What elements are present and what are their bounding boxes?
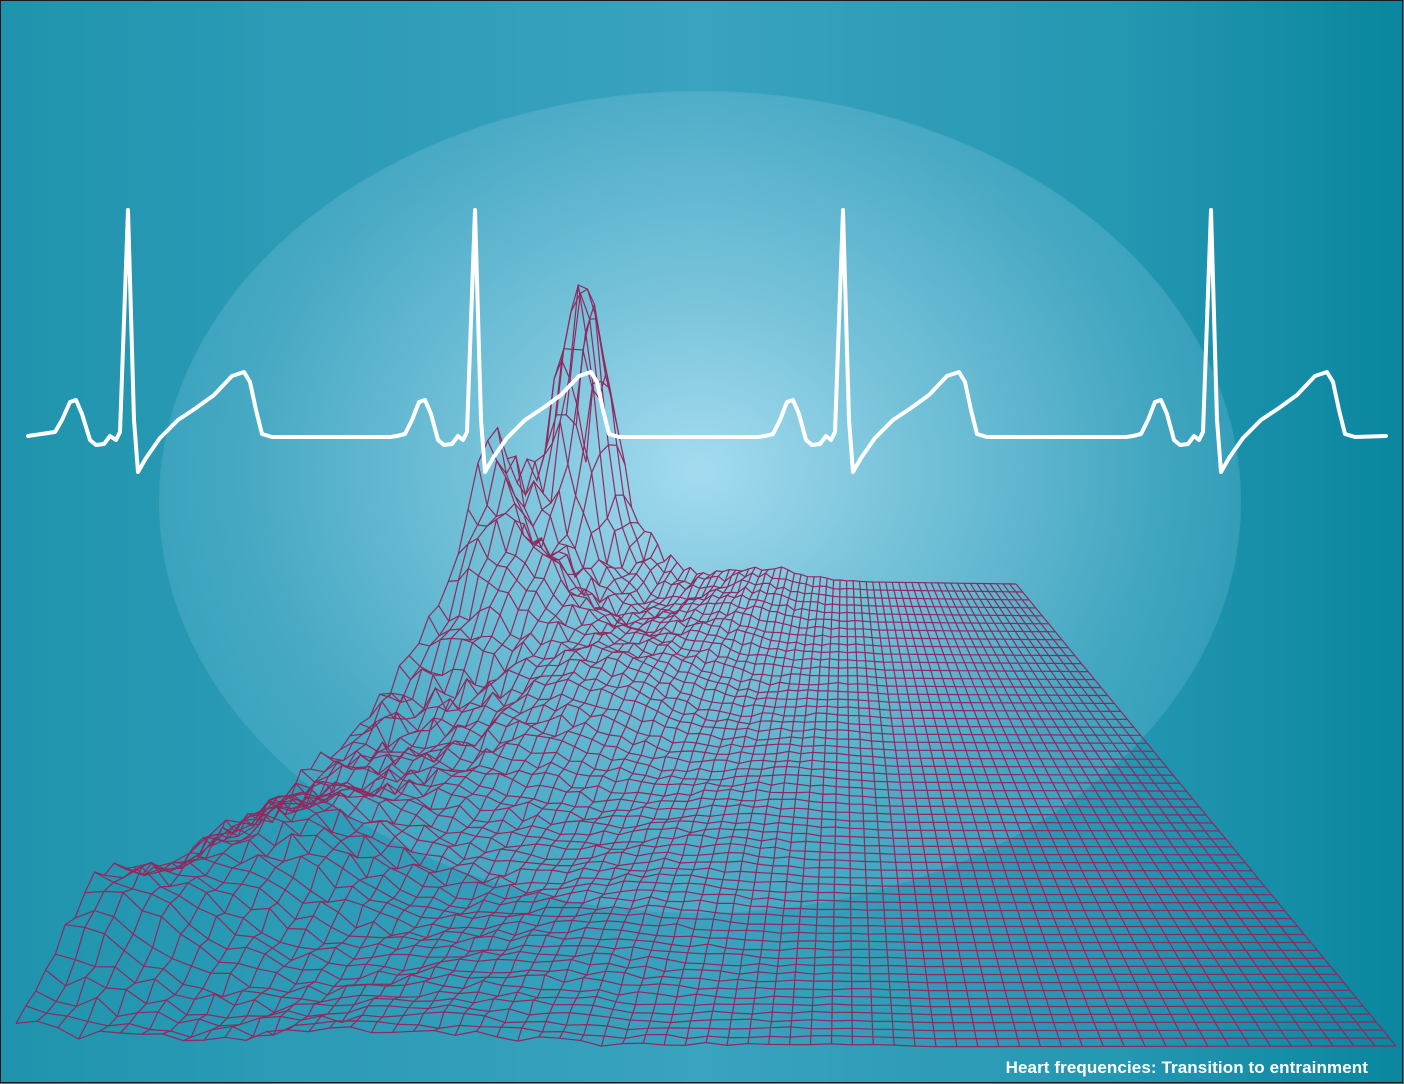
ecg-trace <box>26 208 1388 474</box>
mesh-column-line <box>266 560 665 1036</box>
mesh-column-line <box>904 582 1042 1047</box>
mesh-column-line <box>391 572 704 1033</box>
mesh-column-line <box>809 580 835 1045</box>
mesh-column-line <box>865 581 916 1047</box>
mesh-column-line <box>859 581 895 1046</box>
mesh-row-line <box>133 860 1318 952</box>
mesh-row-line <box>555 284 1036 609</box>
mesh-column-line <box>996 583 1334 1047</box>
mesh-column-line <box>621 568 776 1044</box>
mesh-column-line <box>475 569 730 1032</box>
mesh-column-line <box>930 582 1125 1047</box>
mesh-column-line <box>78 284 607 1040</box>
mesh-column-line <box>937 582 1146 1047</box>
mesh-column-line <box>1015 583 1397 1047</box>
mesh-column-line <box>224 532 652 1038</box>
mesh-column-line <box>287 554 672 1031</box>
mesh-row-line <box>143 855 1311 944</box>
mesh-row-line <box>575 318 1023 593</box>
mesh-column-line <box>579 570 763 1041</box>
mesh-column-line <box>99 304 613 1032</box>
mesh-column-line <box>956 582 1209 1047</box>
mesh-column-line <box>976 583 1272 1047</box>
figure-caption: Heart frequencies: Transition to entrain… <box>1005 1058 1368 1077</box>
mesh-column-line <box>963 583 1230 1047</box>
mesh-column-line <box>891 582 1000 1047</box>
mesh-column-line <box>1002 583 1355 1047</box>
mesh-column-line <box>789 578 828 1045</box>
mesh-column-line <box>982 583 1292 1047</box>
mesh-column-line <box>329 570 685 1029</box>
mesh-column-line <box>496 569 737 1038</box>
mesh-column-line <box>370 573 698 1033</box>
wireframe-surface <box>15 284 1397 1048</box>
mesh-column-line <box>600 569 769 1047</box>
mesh-row-line <box>15 1020 1396 1048</box>
mesh-column-line <box>885 582 979 1047</box>
mesh-column-line <box>517 570 743 1042</box>
mesh-column-line <box>433 570 717 1032</box>
mesh-column-line <box>684 573 796 1046</box>
mesh-column-line <box>846 580 853 1045</box>
mesh-row-line <box>585 372 1017 585</box>
mesh-column-line <box>989 583 1313 1047</box>
mesh-column-line <box>663 569 789 1046</box>
mesh-column-line <box>308 562 678 1032</box>
mesh-column-line <box>911 582 1063 1047</box>
mesh-column-line <box>162 494 633 1035</box>
mesh-column-line <box>120 380 620 1034</box>
mesh-column-line <box>969 583 1251 1047</box>
mesh-column-line <box>36 348 594 1022</box>
mesh-column-line <box>924 582 1104 1047</box>
mesh-row-line <box>74 909 1357 1000</box>
mesh-row-line <box>565 288 1030 601</box>
mesh-column-line <box>642 566 783 1044</box>
mesh-column-line <box>830 579 841 1044</box>
mesh-column-line <box>203 531 646 1041</box>
mesh-column-line <box>872 581 937 1047</box>
mesh-column-line <box>747 576 815 1044</box>
mesh-column-line <box>57 291 600 1029</box>
mesh-column-line <box>183 521 639 1042</box>
mesh-column-line <box>538 568 750 1038</box>
mesh-column-line <box>1009 583 1376 1047</box>
mesh-column-line <box>245 544 659 1041</box>
mesh-column-line <box>726 576 809 1046</box>
mesh-column-line <box>412 575 711 1032</box>
mesh-column-line <box>559 566 756 1039</box>
mesh-column-line <box>950 582 1188 1047</box>
mesh-column-line <box>350 567 691 1028</box>
mesh-column-line <box>917 582 1083 1047</box>
mesh-column-line <box>454 571 724 1036</box>
mesh-column-line <box>943 582 1167 1047</box>
mesh-column-line <box>768 576 822 1045</box>
mesh-row-line <box>163 836 1298 928</box>
mesh-column-line <box>141 444 626 1035</box>
mesh-column-line <box>878 582 958 1047</box>
mesh-column-line <box>15 414 587 1024</box>
mesh-column-line <box>852 580 874 1045</box>
mesh-row-line <box>526 458 1056 633</box>
mesh-column-line <box>898 582 1021 1047</box>
mesh-column-line <box>705 574 802 1043</box>
